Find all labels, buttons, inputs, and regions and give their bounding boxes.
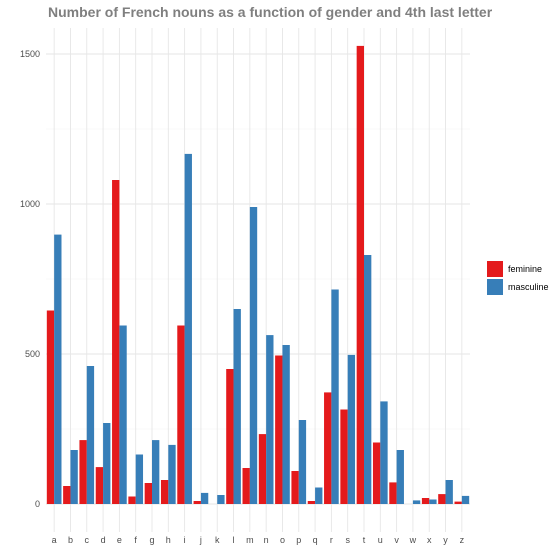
legend-label-feminine: feminine bbox=[508, 264, 542, 274]
bar-masculine-s bbox=[347, 354, 356, 504]
bar-feminine-r bbox=[324, 392, 332, 504]
bar-masculine-b bbox=[70, 450, 78, 504]
x-tick-label: b bbox=[68, 535, 73, 545]
x-tick-label: j bbox=[199, 535, 202, 545]
legend: feminine masculine bbox=[487, 261, 549, 295]
x-tick-label: m bbox=[246, 535, 254, 545]
bar-masculine-a bbox=[54, 234, 62, 504]
bar-feminine-y bbox=[438, 494, 446, 504]
bar-feminine-h bbox=[160, 480, 169, 504]
x-tick-label: p bbox=[296, 535, 301, 545]
x-tick-label: o bbox=[280, 535, 285, 545]
x-tick-label: k bbox=[215, 535, 220, 545]
bar-feminine-f bbox=[128, 496, 136, 504]
bar-masculine-l bbox=[233, 309, 241, 504]
bar-feminine-b bbox=[63, 486, 71, 504]
x-tick-label: e bbox=[117, 535, 122, 545]
bar-masculine-d bbox=[103, 423, 111, 504]
bar-feminine-x bbox=[421, 498, 430, 504]
bar-feminine-c bbox=[79, 440, 87, 504]
bar-feminine-n bbox=[258, 434, 267, 504]
bar-feminine-q bbox=[307, 501, 316, 504]
x-tick-label: t bbox=[363, 535, 366, 545]
x-tick-label: u bbox=[378, 535, 383, 545]
bar-masculine-q bbox=[315, 487, 323, 504]
x-tick-label: q bbox=[313, 535, 318, 545]
bar-feminine-o bbox=[275, 355, 283, 504]
bar-feminine-d bbox=[95, 467, 104, 504]
bar-feminine-v bbox=[389, 482, 397, 504]
x-tick-label: a bbox=[52, 535, 57, 545]
bar-masculine-o bbox=[282, 345, 290, 504]
chart-title: Number of French nouns as a function of … bbox=[48, 4, 493, 20]
x-tick-label: x bbox=[427, 535, 432, 545]
x-tick-label: i bbox=[184, 535, 186, 545]
x-tick-label: s bbox=[345, 535, 350, 545]
bar-feminine-z bbox=[454, 501, 462, 504]
bar-masculine-v bbox=[396, 450, 404, 504]
bar-masculine-p bbox=[298, 420, 307, 504]
y-tick-label: 500 bbox=[25, 349, 40, 359]
bar-masculine-e bbox=[119, 325, 127, 504]
bar-masculine-c bbox=[86, 366, 95, 504]
bar-masculine-w bbox=[412, 500, 421, 504]
y-tick-label: 1500 bbox=[20, 49, 40, 59]
y-axis-ticks: 0 500 1000 1500 bbox=[20, 49, 40, 509]
legend-label-masculine: masculine bbox=[508, 282, 549, 292]
legend-swatch-masculine bbox=[487, 279, 503, 295]
x-tick-label: y bbox=[443, 535, 448, 545]
bar-masculine-t bbox=[364, 255, 372, 504]
bar-feminine-u bbox=[372, 442, 381, 504]
x-tick-label: r bbox=[330, 535, 333, 545]
bar-feminine-p bbox=[291, 471, 299, 504]
y-tick-label: 1000 bbox=[20, 199, 40, 209]
bar-feminine-m bbox=[242, 468, 250, 504]
bar-masculine-f bbox=[135, 454, 144, 504]
bar-masculine-i bbox=[184, 153, 192, 504]
bar-masculine-u bbox=[380, 401, 388, 504]
bar-masculine-n bbox=[266, 335, 274, 504]
bar-feminine-l bbox=[226, 369, 234, 504]
x-tick-label: c bbox=[85, 535, 90, 545]
bar-feminine-i bbox=[177, 325, 185, 504]
bar-feminine-e bbox=[112, 180, 120, 504]
bar-masculine-g bbox=[152, 440, 160, 504]
bar-feminine-j bbox=[193, 501, 201, 504]
x-tick-label: g bbox=[149, 535, 154, 545]
bars bbox=[46, 45, 470, 505]
x-tick-label: f bbox=[134, 535, 137, 545]
bar-masculine-m bbox=[249, 207, 258, 504]
bar-masculine-h bbox=[168, 444, 176, 504]
bar-feminine-t bbox=[356, 45, 364, 505]
bar-masculine-k bbox=[217, 495, 225, 504]
bar-masculine-x bbox=[429, 499, 437, 504]
bar-feminine-g bbox=[144, 483, 152, 504]
bar-masculine-j bbox=[200, 492, 209, 504]
bar-masculine-z bbox=[461, 495, 470, 504]
x-tick-label: w bbox=[409, 535, 417, 545]
x-tick-label: z bbox=[460, 535, 465, 545]
x-tick-label: n bbox=[264, 535, 269, 545]
bar-masculine-r bbox=[331, 289, 339, 504]
y-tick-label: 0 bbox=[35, 499, 40, 509]
bar-feminine-a bbox=[46, 310, 55, 504]
bar-masculine-y bbox=[445, 480, 453, 504]
x-tick-label: l bbox=[233, 535, 235, 545]
x-tick-label: v bbox=[394, 535, 399, 545]
x-tick-label: d bbox=[101, 535, 106, 545]
bar-feminine-s bbox=[340, 409, 348, 504]
x-tick-label: h bbox=[166, 535, 171, 545]
legend-swatch-feminine bbox=[487, 261, 503, 277]
